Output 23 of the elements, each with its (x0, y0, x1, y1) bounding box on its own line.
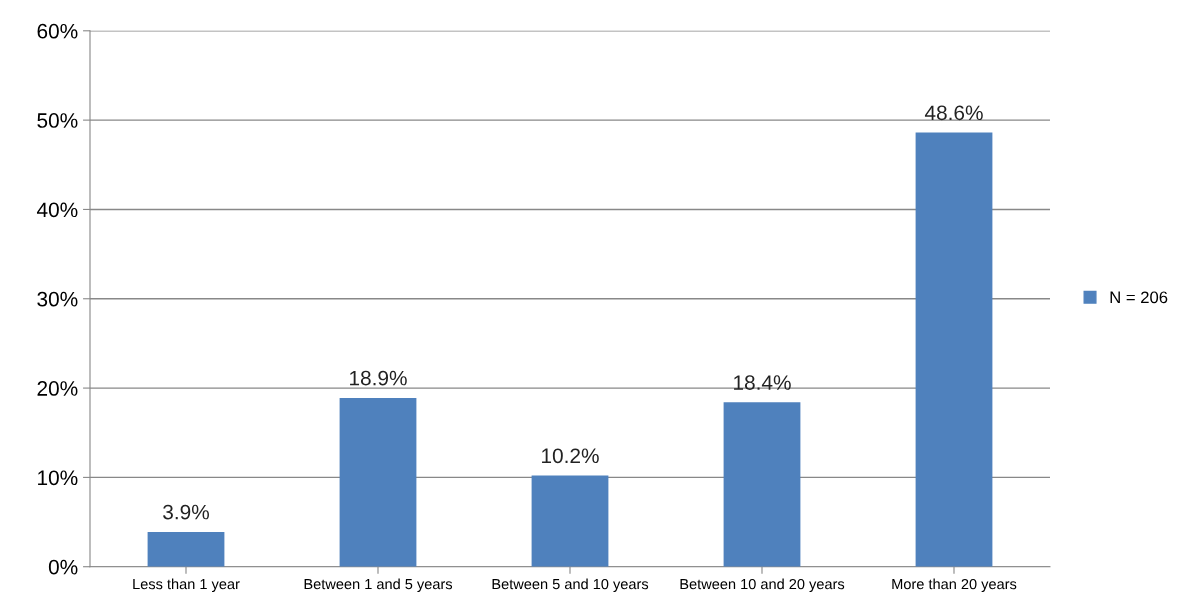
data-label: 3.9% (163, 504, 209, 520)
bar (531, 475, 609, 567)
data-label: 10.2% (542, 448, 599, 464)
x-tick-label: Between 10 and 20 years (680, 578, 845, 593)
y-tick-label: 40% (36, 202, 78, 218)
bar (915, 132, 993, 567)
legend-label: N = 206 (1110, 291, 1168, 304)
y-tick-label: 0% (48, 559, 78, 575)
x-tick-label: Between 5 and 10 years (492, 578, 649, 593)
x-tick-label: Between 1 and 5 years (304, 578, 453, 593)
x-tick-label: More than 20 years (892, 578, 1017, 593)
data-label: 48.6% (924, 105, 983, 121)
y-tick-label: 30% (37, 291, 78, 307)
y-tick-label: 50% (37, 113, 78, 128)
bar (147, 531, 225, 567)
y-tick-label: 10% (38, 470, 78, 486)
data-label: 18.9% (350, 370, 407, 386)
x-tick-label: Less than 1 year (133, 578, 240, 593)
y-tick-label: 60% (37, 23, 78, 39)
data-label: 18.4% (734, 375, 791, 390)
y-tick-label: 20% (37, 381, 78, 396)
bar (339, 397, 417, 567)
bar (723, 402, 801, 567)
